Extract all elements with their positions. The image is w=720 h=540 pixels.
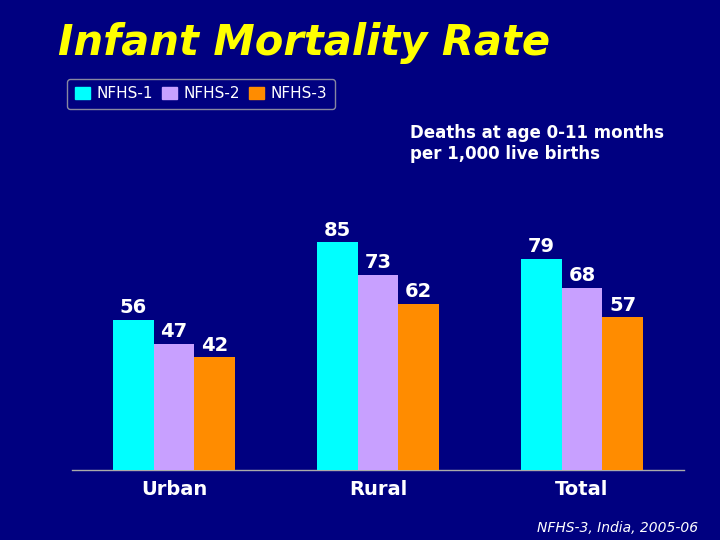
Text: 42: 42: [201, 336, 228, 355]
Text: 85: 85: [323, 221, 351, 240]
Bar: [521, 259, 562, 470]
Bar: [317, 242, 358, 470]
Text: 56: 56: [120, 299, 147, 318]
Text: Infant Mortality Rate: Infant Mortality Rate: [58, 22, 550, 64]
Text: 79: 79: [528, 237, 554, 256]
Bar: [603, 318, 643, 470]
Bar: [194, 357, 235, 470]
Bar: [358, 274, 398, 470]
Bar: [398, 304, 439, 470]
Text: 73: 73: [364, 253, 392, 272]
Text: 57: 57: [609, 296, 636, 315]
Text: 68: 68: [568, 266, 595, 285]
Text: 62: 62: [405, 282, 433, 301]
Bar: [153, 344, 194, 470]
Bar: [113, 320, 153, 470]
Text: Deaths at age 0-11 months
per 1,000 live births: Deaths at age 0-11 months per 1,000 live…: [410, 124, 665, 163]
Text: NFHS-3, India, 2005-06: NFHS-3, India, 2005-06: [537, 521, 698, 535]
Legend: NFHS-1, NFHS-2, NFHS-3: NFHS-1, NFHS-2, NFHS-3: [68, 79, 335, 109]
Bar: [562, 288, 603, 470]
Text: 47: 47: [161, 322, 188, 341]
